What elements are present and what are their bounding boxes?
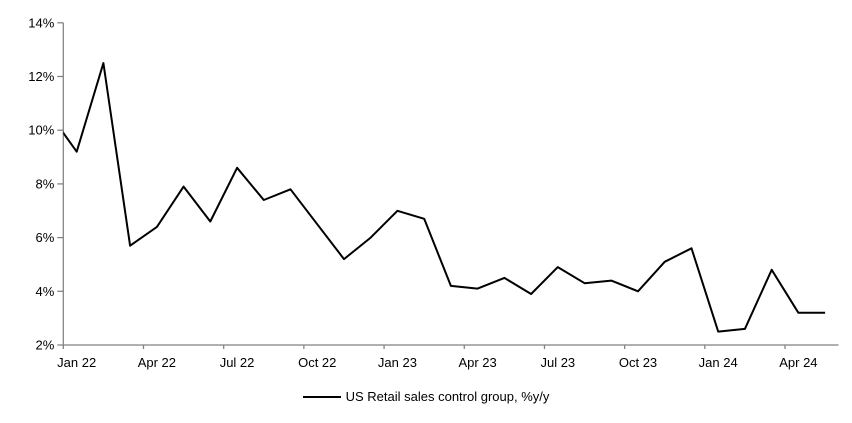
y-axis-tick-label: 10% (28, 123, 54, 138)
x-axis-tick-label: Jul 22 (220, 355, 255, 370)
x-axis-tick-label: Apr 24 (779, 355, 817, 370)
y-axis-tick-label: 8% (36, 176, 55, 191)
x-axis-tick-label: Jul 23 (540, 355, 575, 370)
legend-label: US Retail sales control group, %y/y (345, 389, 550, 404)
x-axis-tick-label: Apr 23 (458, 355, 496, 370)
legend: US Retail sales control group, %y/y (0, 389, 852, 404)
x-axis-tick-label: Jan 23 (378, 355, 417, 370)
x-axis-tick-label: Jan 24 (699, 355, 738, 370)
y-axis-tick-label: 12% (28, 69, 54, 84)
x-axis-tick-label: Apr 22 (138, 355, 176, 370)
y-axis-tick-label: 6% (36, 230, 55, 245)
line-chart-svg: 2% 4% 6% 8% 10% 12% 14% Jan 22 Apr 22 Jul 22 Oct 2… (28, 15, 839, 370)
x-axis-tick-label: Oct 23 (619, 355, 657, 370)
legend-line-swatch (302, 395, 341, 398)
y-axis-tick-label: 14% (28, 15, 54, 30)
y-axis-tick-label: 2% (36, 338, 55, 353)
y-axis-tick-label: 4% (36, 284, 55, 299)
x-axis-tick-label: Oct 22 (298, 355, 336, 370)
series-line-retail-sales-control-group (63, 62, 826, 333)
x-axis-tick-label: Jan 22 (57, 355, 96, 370)
